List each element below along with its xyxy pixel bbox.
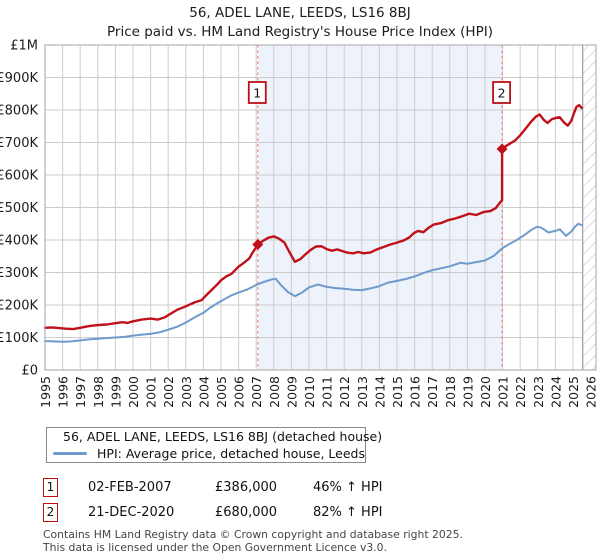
footer-line-2: This data is licensed under the Open Gov… — [43, 540, 387, 554]
page-title: 56, ADEL LANE, LEEDS, LS16 8BJ — [189, 5, 411, 21]
x-tick-label: 2003 — [179, 376, 194, 408]
sale-point-diamond — [496, 143, 508, 155]
sale-vs-hpi: 46% ↑ HPI — [313, 480, 383, 495]
y-tick-label: £900K — [0, 71, 38, 86]
sale-2-marker: 2 — [43, 503, 58, 522]
blue-line-swatch — [53, 452, 88, 455]
x-tick-label: 1996 — [56, 376, 71, 408]
sale-point-diamond — [252, 239, 264, 251]
x-tick-label: 2010 — [302, 376, 317, 408]
page-subtitle: Price paid vs. HM Land Registry's House … — [107, 24, 493, 40]
x-tick-label: 2002 — [161, 376, 176, 408]
y-tick-label: £500K — [0, 201, 38, 216]
x-tick-label: 2006 — [232, 376, 247, 408]
sale-price: £680,000 — [215, 505, 278, 520]
y-tick-label: £300K — [0, 266, 38, 281]
sale-date: 02-FEB-2007 — [88, 480, 172, 495]
y-tick-label: £700K — [0, 136, 38, 151]
x-tick-label: 2008 — [267, 376, 282, 408]
x-tick-label: 2014 — [372, 376, 387, 408]
x-tick-label: 2025 — [566, 376, 581, 408]
future-hatch-region — [582, 45, 596, 370]
y-tick-label: £0 — [21, 364, 38, 379]
x-tick-label: 2007 — [249, 376, 264, 408]
y-tick-label: £100K — [0, 331, 38, 346]
sale-date: 21-DEC-2020 — [88, 505, 175, 520]
x-tick-label: 2005 — [214, 376, 229, 408]
x-tick-label: 2024 — [548, 376, 563, 408]
legend-item-property: 56, ADEL LANE, LEEDS, LS16 8BJ (detached… — [53, 429, 382, 444]
legend-label: 56, ADEL LANE, LEEDS, LS16 8BJ (detached… — [63, 429, 383, 444]
price-chart: £0 £100K £200K £300K £400K £500K £600K £700K £80… — [0, 39, 599, 408]
sale-number: 1 — [253, 86, 261, 101]
licence-footer: Contains HM Land Registry data © Crown c… — [43, 528, 463, 554]
x-tick-label: 2016 — [408, 376, 423, 408]
y-tick-label: £800K — [0, 104, 38, 119]
legend-label: HPI: Average price, detached house, Leed… — [97, 446, 365, 461]
price-paid-line — [43, 103, 583, 331]
x-tick-label: 1997 — [73, 376, 88, 408]
x-tick-label: 2011 — [320, 376, 335, 408]
y-tick-label: £600K — [0, 169, 38, 184]
sale-row-2: 2 21-DEC-2020 £680,000 82% ↑ HPI — [0, 503, 600, 525]
x-tick-label: 2012 — [337, 376, 352, 408]
sale-number-box — [492, 81, 511, 104]
chart-canvas: £0 £100K £200K £300K £400K £500K £600K £700K £80… — [0, 39, 599, 408]
x-tick-label: 2019 — [460, 376, 475, 408]
legend-item-hpi: HPI: Average price, detached house, Leed… — [53, 446, 365, 461]
footer-line-1: Contains HM Land Registry data © Crown c… — [43, 528, 463, 541]
x-tick-label: 2022 — [513, 376, 528, 408]
sale-vs-hpi: 82% ↑ HPI — [313, 505, 383, 520]
x-tick-label: 2017 — [425, 376, 440, 408]
sale-number-box — [247, 81, 267, 104]
x-tick-label: 2001 — [144, 376, 159, 408]
x-tick-label: 2015 — [390, 376, 405, 408]
y-tick-label: £200K — [0, 299, 38, 314]
x-tick-label: 2004 — [196, 376, 211, 408]
x-tick-label: 2021 — [496, 376, 511, 408]
x-tick-label: 2020 — [478, 376, 493, 408]
x-tick-label: 2026 — [584, 376, 599, 408]
y-tick-label: £1M — [10, 39, 38, 54]
sale-number: 2 — [498, 86, 506, 101]
x-tick-label: 1999 — [108, 376, 123, 408]
x-tick-label: 2009 — [284, 376, 299, 408]
sale-price: £386,000 — [215, 480, 278, 495]
chart-legend: 56, ADEL LANE, LEEDS, LS16 8BJ (detached… — [46, 427, 382, 463]
x-tick-label: 2023 — [531, 376, 546, 408]
x-tick-label: 1995 — [38, 376, 53, 408]
y-tick-label: £400K — [0, 234, 38, 249]
x-tick-label: 1998 — [91, 376, 106, 408]
sale-1-marker: 1 — [43, 478, 58, 497]
x-tick-label: 2018 — [443, 376, 458, 408]
hpi-line — [44, 222, 583, 343]
x-tick-label: 2013 — [355, 376, 370, 408]
sale-row-1: 1 02-FEB-2007 £386,000 46% ↑ HPI — [0, 478, 600, 500]
x-tick-label: 2000 — [126, 376, 141, 408]
